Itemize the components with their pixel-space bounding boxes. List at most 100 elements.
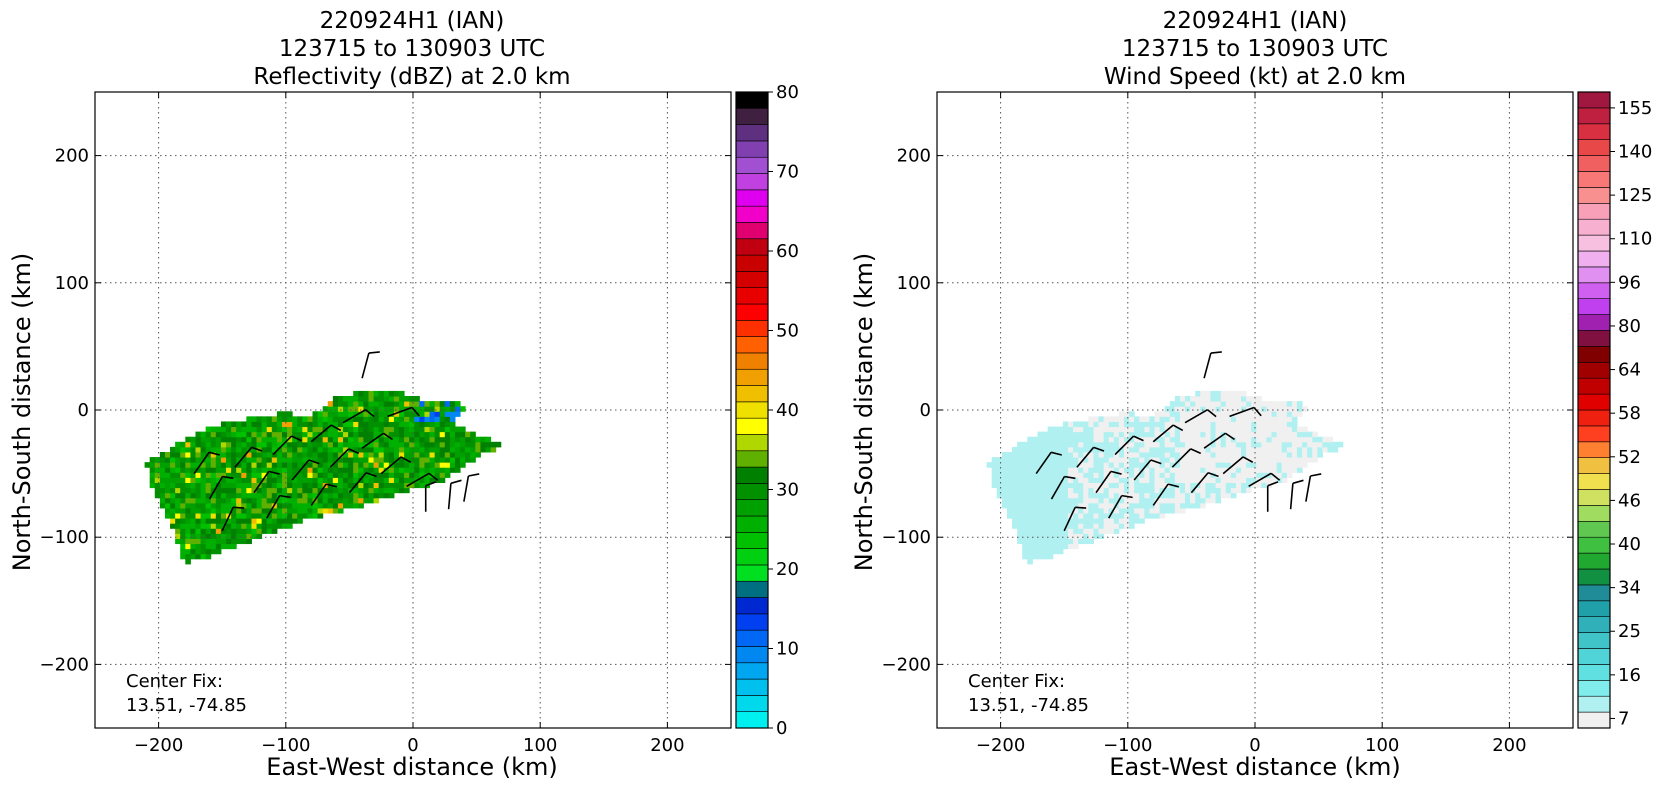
colorbar-tick-label: 0 <box>776 718 787 739</box>
data-cell <box>276 411 283 417</box>
data-cell <box>1078 446 1084 453</box>
data-cell <box>1001 502 1008 509</box>
data-cell <box>388 477 395 484</box>
data-cell <box>378 462 385 468</box>
data-cell <box>1052 548 1059 555</box>
data-cell <box>1144 421 1150 428</box>
x-tick-label: 100 <box>523 735 557 756</box>
data-cell <box>1185 492 1191 499</box>
data-cell <box>1225 416 1232 422</box>
data-cell <box>1108 451 1115 458</box>
barb-flag <box>208 451 220 456</box>
data-cell <box>1195 416 1201 422</box>
data-cell <box>449 446 456 453</box>
data-cell <box>287 462 293 468</box>
data-cell <box>409 472 415 478</box>
data-cell <box>1210 416 1217 422</box>
data-cell <box>205 431 212 438</box>
data-cell <box>429 431 436 438</box>
data-cell <box>1154 441 1161 448</box>
data-cell <box>205 436 212 443</box>
data-cell <box>251 507 258 514</box>
data-cell <box>1103 492 1110 499</box>
data-cell <box>1108 446 1115 453</box>
data-cell <box>348 401 354 407</box>
data-cell <box>1200 497 1206 504</box>
data-cell <box>337 482 344 489</box>
colorbar-segment <box>1577 171 1611 188</box>
colorbar-segment <box>735 91 769 109</box>
colorbar-segment <box>1577 123 1611 141</box>
data-cell <box>1129 518 1135 524</box>
data-cell <box>1139 426 1145 433</box>
data-cell <box>1241 411 1247 417</box>
data-cell <box>1098 436 1105 443</box>
data-cell <box>302 492 308 499</box>
data-cell <box>1286 462 1293 468</box>
data-cell <box>1022 497 1028 504</box>
data-cell <box>363 446 369 453</box>
data-cell <box>185 467 191 473</box>
colorbar-tick-label: 7 <box>1618 708 1629 729</box>
barb-staff <box>221 506 234 532</box>
barb-flag <box>428 472 439 481</box>
data-cell <box>1022 548 1028 555</box>
data-cell <box>378 472 385 478</box>
data-cell <box>1210 457 1217 463</box>
data-cell <box>220 426 227 433</box>
colorbar-tick-label: 25 <box>1618 621 1641 642</box>
data-cell <box>1047 513 1054 519</box>
data-cell <box>302 446 308 453</box>
data-cell <box>251 441 258 448</box>
data-cell <box>1225 426 1232 433</box>
data-cell <box>261 436 268 443</box>
data-cell <box>327 436 334 443</box>
data-cell <box>434 401 441 407</box>
panel-title-line-2: 123715 to 130903 UTC <box>279 36 545 62</box>
data-cell <box>353 416 359 422</box>
data-cell <box>1185 487 1191 494</box>
data-cell <box>281 513 288 519</box>
data-cell <box>460 441 466 448</box>
data-cell <box>1113 523 1120 529</box>
data-cell <box>1108 436 1115 443</box>
data-cell <box>996 472 1003 478</box>
data-cell <box>1179 396 1186 402</box>
data-cell <box>1129 472 1135 478</box>
data-cell <box>1144 451 1150 458</box>
data-cell <box>439 441 446 448</box>
data-cell <box>1073 507 1079 514</box>
data-cell <box>449 436 456 443</box>
data-cell <box>1322 436 1329 443</box>
data-cell <box>1159 507 1166 514</box>
data-cell <box>454 436 461 443</box>
data-cell <box>1215 436 1222 443</box>
data-cell <box>276 446 283 453</box>
data-cell <box>1266 441 1273 448</box>
data-cell <box>1281 446 1288 453</box>
data-cell <box>1103 457 1110 463</box>
data-cell <box>185 457 191 463</box>
data-cell <box>276 477 283 484</box>
data-cell <box>215 497 222 504</box>
data-cell <box>226 457 232 463</box>
data-cell <box>1296 426 1303 433</box>
data-cell <box>1246 487 1252 494</box>
data-cell <box>1185 457 1191 463</box>
barb-flag <box>382 432 393 441</box>
data-cell <box>1144 431 1150 438</box>
data-cell <box>1195 472 1201 478</box>
data-cell <box>1032 492 1038 499</box>
barb-staff <box>1152 483 1169 506</box>
data-cell <box>1108 528 1115 534</box>
center-fix-value: 13.51, -74.85 <box>126 695 247 716</box>
data-cell <box>444 431 451 438</box>
data-cell <box>1286 457 1293 463</box>
data-cell <box>1098 523 1105 529</box>
data-cell <box>1001 457 1008 463</box>
data-cell <box>404 446 410 453</box>
data-cell <box>231 441 237 448</box>
data-cell <box>419 416 425 422</box>
data-cell <box>1108 431 1115 438</box>
